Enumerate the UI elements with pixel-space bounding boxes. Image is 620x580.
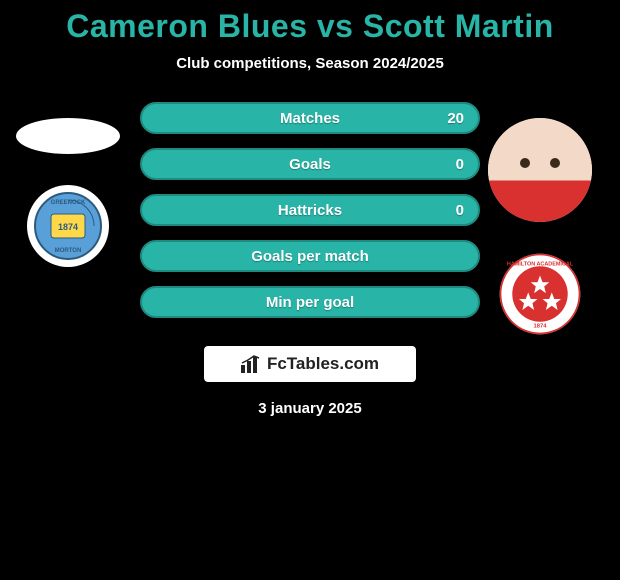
stat-row-goals: Goals 0	[140, 148, 480, 180]
page-title: Cameron Blues vs Scott Martin	[0, 0, 620, 45]
left-player-column: GREENOCK MORTON 1874	[8, 118, 128, 268]
footer-date: 3 january 2025	[0, 400, 620, 417]
stat-value-right: 20	[447, 110, 464, 127]
stat-label: Matches	[280, 110, 340, 127]
player-right-avatar	[488, 118, 592, 222]
club-right-year: 1874	[533, 324, 547, 330]
svg-text:MORTON: MORTON	[55, 248, 82, 254]
player-left-avatar	[16, 118, 120, 154]
stat-label: Goals per match	[251, 248, 369, 265]
stat-label: Min per goal	[266, 294, 354, 311]
stat-value-right: 0	[456, 156, 464, 173]
footer-brand-text: FcTables.com	[267, 354, 379, 374]
club-right-name: HAMILTON ACADEMICAL	[507, 261, 574, 267]
club-left-name: GREENOCK	[51, 200, 86, 206]
right-player-column: HAMILTON ACADEMICAL 1874	[480, 118, 600, 336]
stat-label: Hattricks	[278, 202, 342, 219]
player-right-club-badge: HAMILTON ACADEMICAL 1874	[498, 252, 582, 336]
stat-row-goals-per-match: Goals per match	[140, 240, 480, 272]
footer-brand: FcTables.com	[202, 344, 418, 384]
chart-bars-icon	[241, 355, 261, 373]
stat-label: Goals	[289, 156, 331, 173]
stat-row-hattricks: Hattricks 0	[140, 194, 480, 226]
stat-row-min-per-goal: Min per goal	[140, 286, 480, 318]
club-left-year: 1874	[58, 222, 78, 232]
stat-value-right: 0	[456, 202, 464, 219]
player-left-club-badge: GREENOCK MORTON 1874	[26, 184, 110, 268]
stat-row-matches: Matches 20	[140, 102, 480, 134]
page-subtitle: Club competitions, Season 2024/2025	[0, 55, 620, 72]
